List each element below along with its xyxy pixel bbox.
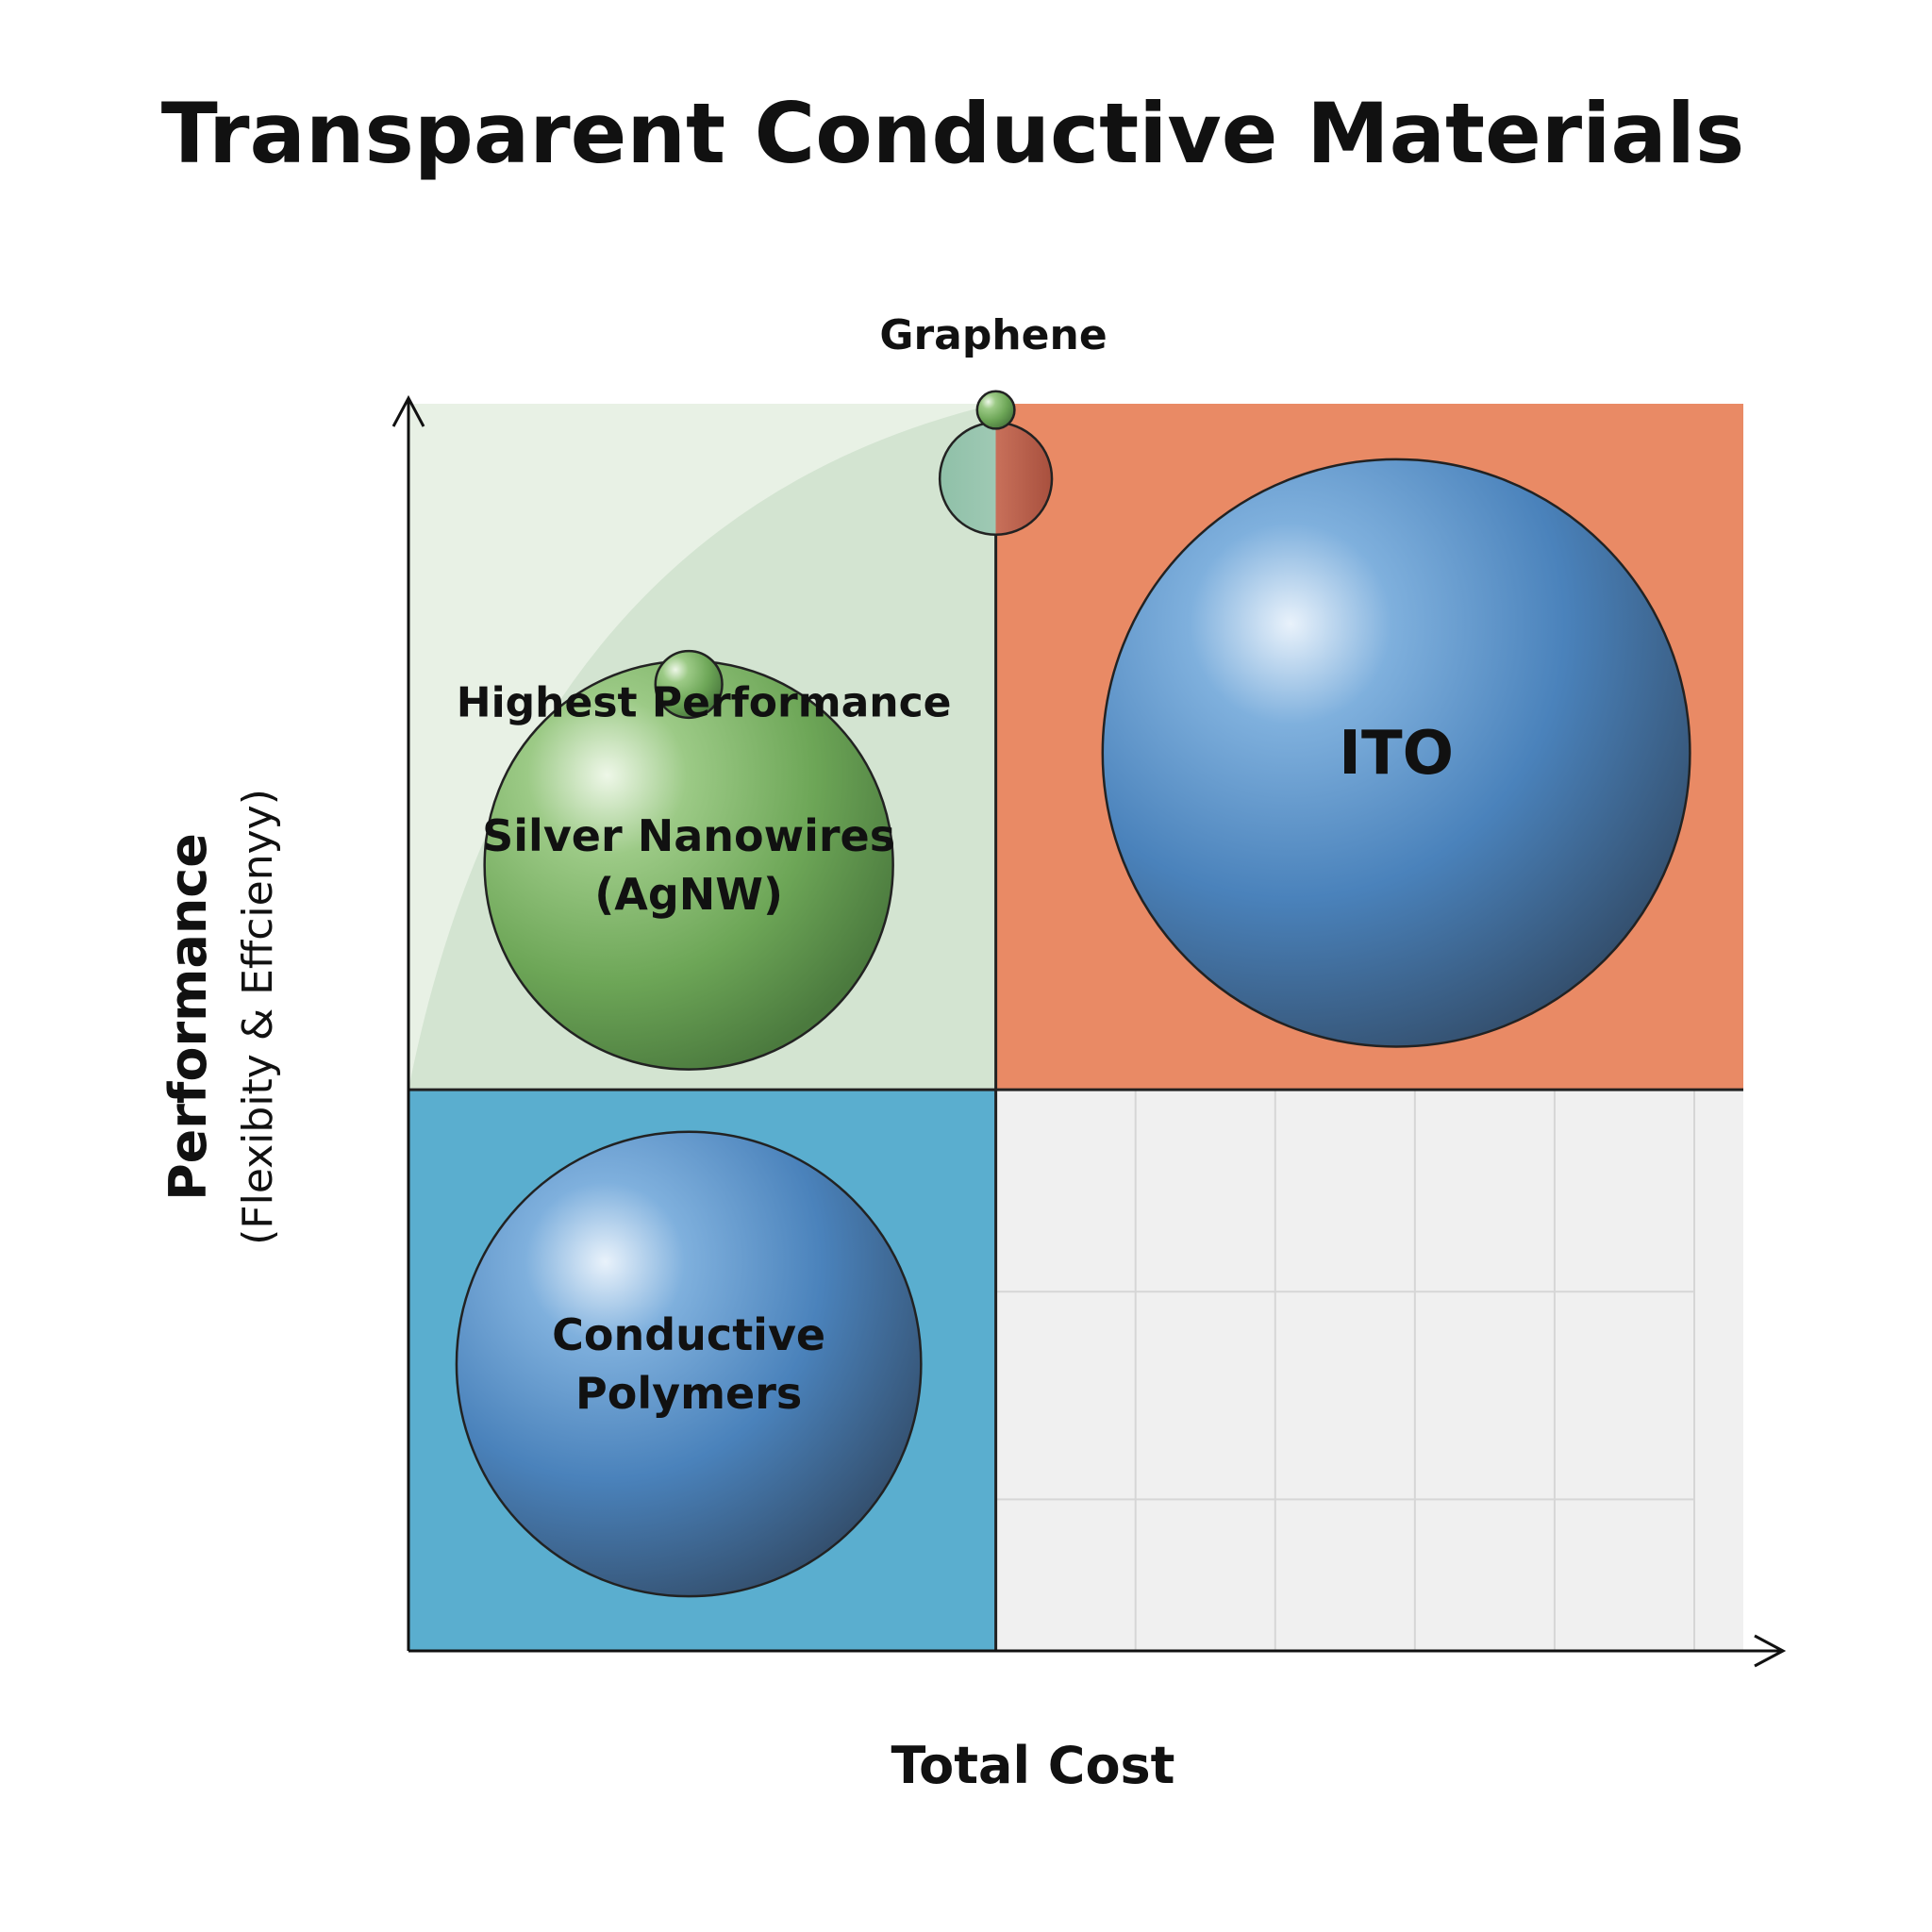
- bubbles: ITO Silver Nanowires (AgNW) Conductive Polym…: [455, 390, 1691, 1598]
- graphene-label: Graphene: [879, 311, 1107, 359]
- grid-lines: [995, 1090, 1695, 1651]
- highest-performance-region: [408, 404, 996, 1091]
- bubble-label-conductive-polymers: Conductive: [552, 1309, 825, 1360]
- bubble-ito: [1101, 458, 1691, 1048]
- chart-title: Transparent Conductive Materials: [161, 85, 1745, 182]
- bubble-label-conductive-polymers: Polymers: [575, 1368, 802, 1419]
- y-axis-sublabel: (Flexibity & Effcienyy): [234, 789, 282, 1245]
- bubble-label-silver-nanowires: Silver Nanowires: [482, 810, 895, 861]
- bubble-graphene: [938, 421, 1054, 537]
- bubble-graphene-top-dot: [975, 390, 1016, 430]
- y-axis-label: Performance: [158, 833, 218, 1201]
- quadrant-bottom-right: [995, 1090, 1743, 1651]
- x-axis-label: Total Cost: [891, 1736, 1174, 1795]
- bubble-conductive-polymers: [455, 1130, 923, 1598]
- bubble-agnw-dot: [654, 649, 724, 720]
- bubble-label-ito: ITO: [1339, 719, 1454, 789]
- annotation-highest-performance: Highest Performance: [457, 678, 952, 726]
- axes: [391, 394, 1787, 1668]
- bubble-label-silver-nanowires: (AgNW): [594, 869, 783, 920]
- quadrant-dividers: [408, 404, 1743, 1651]
